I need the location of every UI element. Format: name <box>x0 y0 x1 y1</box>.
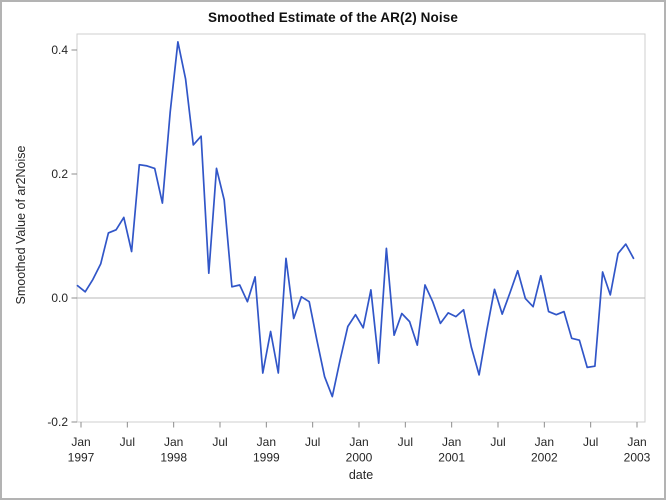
x-tick-month-label: Jul <box>212 435 227 449</box>
y-tick-label: 0.4 <box>51 43 68 57</box>
x-tick-year-label: 1997 <box>68 451 95 465</box>
x-axis-ticks: Jan 1997 Jul Jan 1998 Jul Jan 1999 Jul Jan 2000 Jul… <box>68 422 651 465</box>
x-tick-year-label: 2003 <box>624 451 651 465</box>
y-tick-label: -0.2 <box>47 415 68 429</box>
x-tick-month-label: Jan <box>71 435 90 449</box>
x-tick-month-label: Jul <box>120 435 135 449</box>
plot-frame <box>76 33 646 423</box>
series-line <box>76 41 635 398</box>
x-tick-month-label: Jul <box>398 435 413 449</box>
x-tick-month-label: Jan <box>627 435 646 449</box>
x-tick-year-label: 1999 <box>253 451 280 465</box>
x-tick-month-label: Jan <box>535 435 554 449</box>
x-tick-month-label: Jul <box>490 435 505 449</box>
x-tick-month-label: Jul <box>305 435 320 449</box>
x-tick-year-label: 2002 <box>531 451 558 465</box>
x-tick-month-label: Jan <box>349 435 368 449</box>
x-tick-year-label: 2001 <box>438 451 465 465</box>
x-axis-title: date <box>348 468 374 482</box>
x-tick-month-label: Jan <box>442 435 461 449</box>
x-tick-month-label: Jul <box>583 435 598 449</box>
y-tick-label: 0.0 <box>51 291 68 305</box>
chart-title: Smoothed Estimate of the AR(2) Noise <box>208 10 458 25</box>
x-tick-year-label: 2000 <box>346 451 373 465</box>
x-tick-year-label: 1998 <box>160 451 187 465</box>
y-axis-ticks: 0.4 0.2 0.0 -0.2 <box>47 43 77 429</box>
y-tick-label: 0.2 <box>51 167 68 181</box>
x-tick-month-label: Jan <box>257 435 276 449</box>
x-tick-month-label: Jan <box>164 435 183 449</box>
